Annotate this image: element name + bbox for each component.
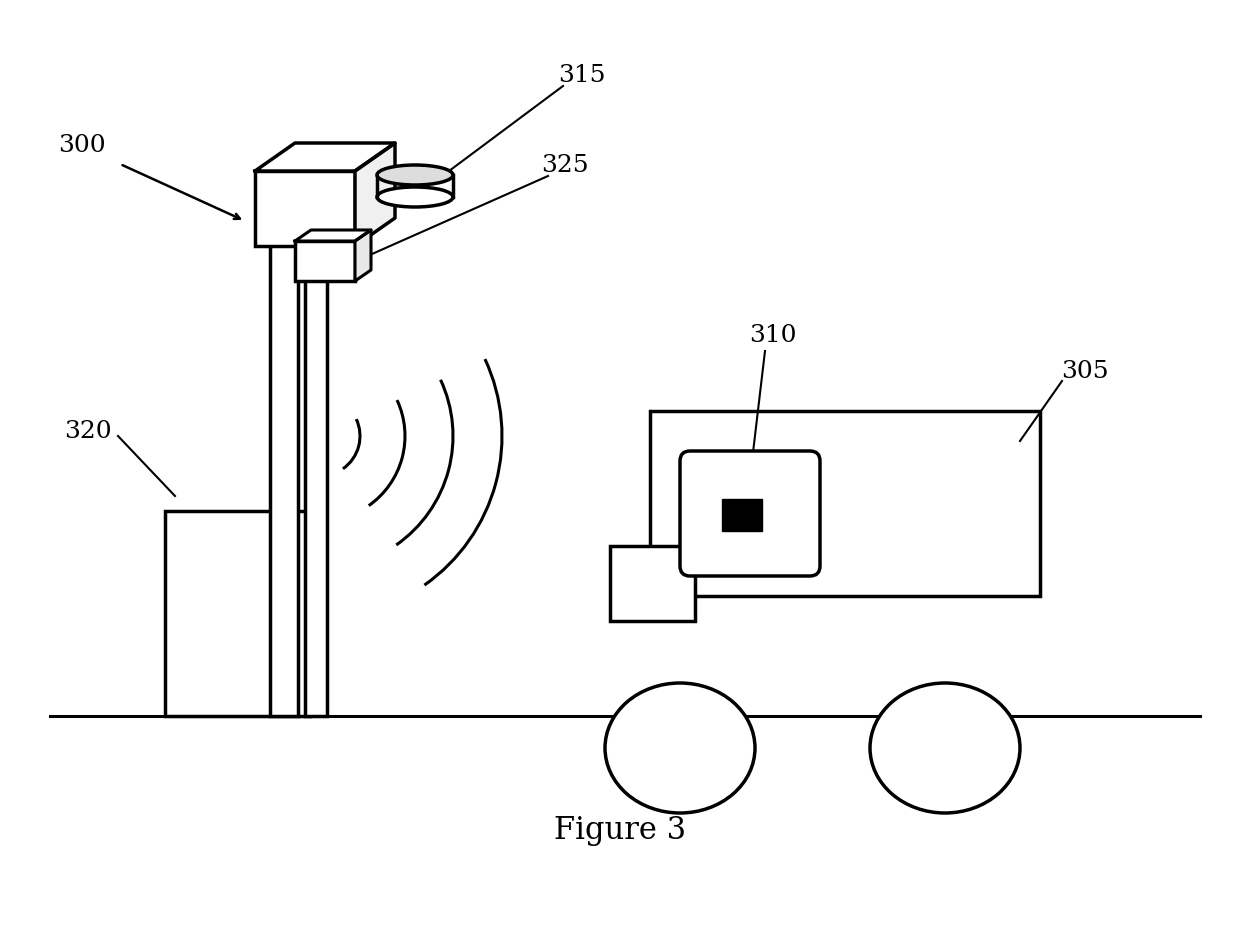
Text: 320: 320: [64, 419, 112, 443]
Text: 325: 325: [541, 155, 589, 178]
Text: 305: 305: [1061, 359, 1109, 382]
Bar: [165, 511, 310, 716]
Bar: [255, 171, 355, 246]
Text: 315: 315: [558, 65, 606, 87]
Bar: [270, 161, 298, 716]
Ellipse shape: [377, 165, 453, 185]
Polygon shape: [295, 230, 371, 241]
Polygon shape: [355, 143, 396, 246]
Bar: [650, 411, 1040, 596]
Ellipse shape: [377, 187, 453, 207]
Ellipse shape: [605, 683, 755, 813]
Bar: [610, 546, 694, 621]
Bar: [305, 161, 327, 716]
Polygon shape: [355, 230, 371, 281]
Text: 300: 300: [58, 134, 105, 157]
Bar: [722, 499, 763, 531]
Text: Figure 3: Figure 3: [554, 816, 686, 846]
Polygon shape: [255, 143, 396, 171]
FancyBboxPatch shape: [680, 451, 820, 576]
Ellipse shape: [870, 683, 1021, 813]
Bar: [295, 241, 355, 281]
Text: 310: 310: [749, 324, 797, 347]
